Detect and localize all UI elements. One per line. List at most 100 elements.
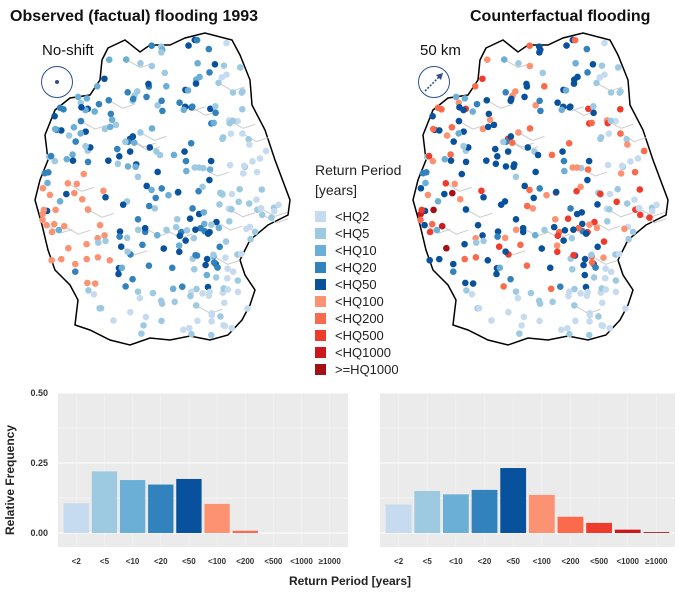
gauge-station-dot [448,123,456,131]
gauge-station-dot [222,254,229,262]
gauge-station-dot [429,125,437,133]
gauge-station-dot [158,185,166,192]
bar [176,478,202,533]
legend-swatch [315,262,326,273]
gauge-station-dot [479,232,486,239]
gauge-station-dot [434,104,442,112]
x-tick-label: <500 [264,557,283,566]
gauge-station-dot [422,179,429,187]
gauge-station-dot [55,226,63,234]
gauge-station-dot [134,88,141,95]
gauge-station-dot [561,226,569,234]
x-tick-label: <10 [126,557,140,566]
gauge-station-dot [196,73,203,81]
legend-swatch [315,245,326,256]
gauge-station-dot [171,298,178,306]
gauge-station-dot [452,93,460,101]
gauge-station-dot [461,95,469,102]
gauge-station-dot [270,207,278,215]
x-tick-label: ≥1000 [645,557,668,566]
gauge-station-dot [83,95,91,102]
gauge-station-dot [429,157,437,165]
gauge-station-dot [519,224,527,232]
gauge-station-dot [48,228,56,236]
gauge-station-dot [170,151,178,159]
legend-item: <HQ1000 [315,344,401,361]
gauge-station-dot [65,244,72,252]
gauge-station-dot [438,222,446,230]
x-tick-label: <20 [478,557,492,566]
gauge-station-dot [71,189,78,197]
legend-item: <HQ10 [315,242,401,259]
gauge-station-dot [584,288,592,296]
gauge-station-dot [612,288,620,296]
gauge-station-dot [606,205,613,213]
bar [614,529,641,533]
river [639,214,667,224]
gauge-station-dot [214,264,221,271]
gauge-station-dot [180,106,188,114]
gauge-station-dot [586,311,594,319]
gauge-station-dot [134,215,142,223]
legend-title-unit: [years] [315,182,358,198]
gauge-station-dot [168,264,176,272]
gauge-station-dot [44,179,51,187]
gauge-station-dot [614,185,621,193]
gauge-station-dot [148,125,156,132]
gauge-station-dot [83,240,90,248]
gauge-station-dot [460,128,467,135]
gauge-station-dot [199,290,206,297]
river [594,221,621,231]
gauge-station-dot [558,326,565,334]
gauge-station-dot [51,125,59,133]
gauge-station-dot [188,103,196,111]
gauge-station-dot [237,250,245,258]
legend-item: <HQ5 [315,225,401,242]
gauge-station-dot [622,305,629,312]
gauge-station-dot [251,228,259,236]
gauge-station-dot [593,224,601,232]
gauge-station-dot [213,218,220,226]
gauge-station-dot [173,215,181,223]
counterfactual-bar-chart: <2 <5 <10 <20 <50 <100 <200 <500 <1000 ≥1000 [380,392,675,566]
gauge-station-dot [629,228,637,236]
gauge-station-dot [71,268,79,276]
legend-swatch [315,211,326,222]
legend-swatch [315,364,326,375]
gauge-station-dot [624,141,631,148]
x-tick-label: <20 [154,557,168,566]
gauge-station-dot [124,248,131,256]
gauge-station-dot [559,148,566,155]
gauge-station-dot [100,187,107,195]
gauge-station-dot [635,205,643,212]
gauge-station-dot [175,248,183,256]
gauge-station-dot [474,221,482,229]
river [591,255,618,265]
maps-svg [34,32,669,346]
gauge-station-dot [223,274,231,282]
gauge-station-dot [538,245,546,252]
gauge-station-dot [220,322,227,329]
gauge-station-dot [51,157,59,165]
river [424,224,451,234]
gauge-station-dot [132,163,139,171]
gauge-station-dot [101,125,109,133]
gauge-station-dot [239,130,246,137]
gauge-station-dot [102,193,109,201]
gauge-station-dot [541,226,548,234]
gauge-station-dot [208,318,215,325]
gauge-station-dot [606,324,614,332]
gauge-station-dot [560,237,567,244]
gauge-station-dot [172,223,180,231]
gauge-station-dot [591,218,598,226]
gauge-station-dot [47,152,55,160]
gauge-station-dot [184,87,192,94]
gauge-station-dot [462,279,469,287]
gauge-station-dot [521,93,528,101]
gauge-station-dot [531,231,539,239]
gauge-station-dot [212,102,219,110]
gauge-station-dot [572,59,579,67]
x-tick-label: <1000 [290,557,313,566]
gauge-station-dot [205,45,213,53]
gauge-station-dot [223,39,230,47]
